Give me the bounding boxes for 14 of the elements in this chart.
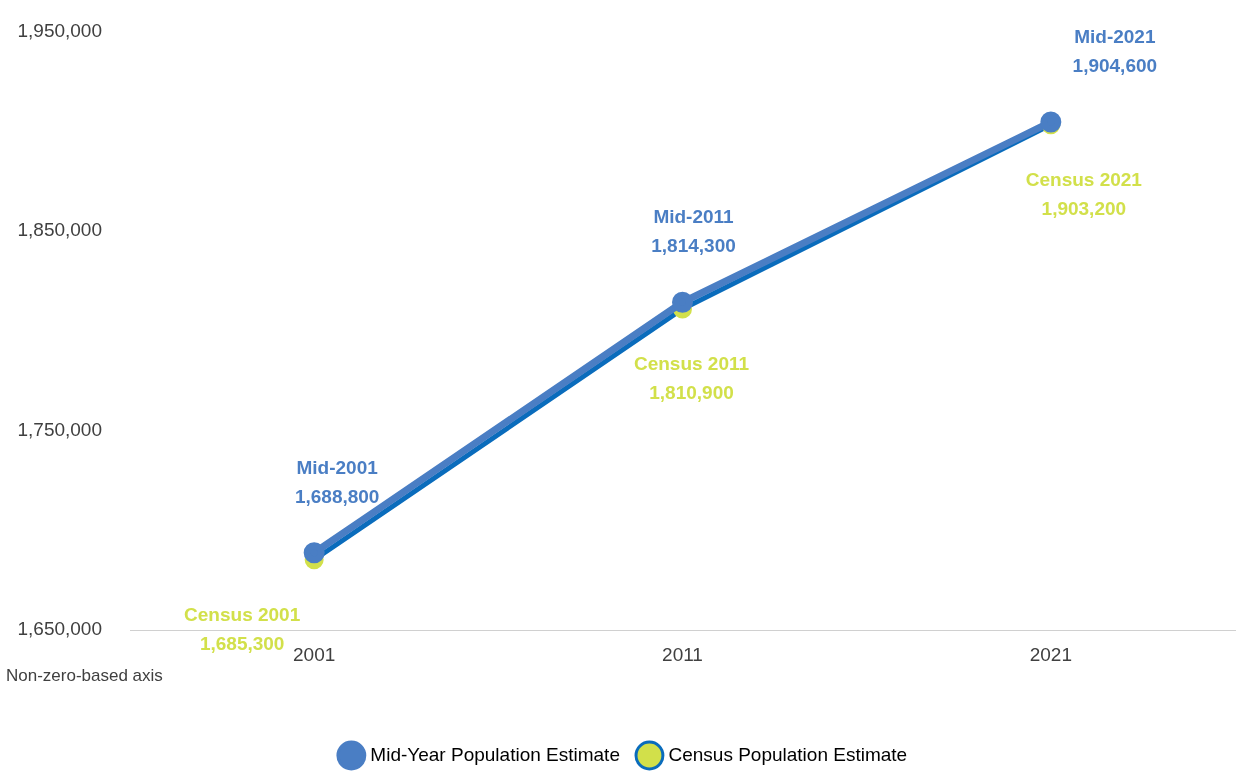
y-tick-label: 1,750,000 [17,418,102,440]
data-label: Mid-2001 1,688,800 [294,456,380,507]
legend-label: Mid-Year Population Estimate [370,743,620,765]
x-tick-label: 2021 [1029,643,1072,665]
text: Non-zero-based axis [6,666,163,686]
legend-label: Census Population Estimate [668,743,908,765]
data-label: Census 2021 1,903,200 [1025,169,1143,220]
data-label: Census 2011 1,810,900 [633,353,750,404]
x-tick-label: 2011 [662,643,703,665]
y-tick-label: 1,850,000 [17,219,102,241]
y-tick-label: 1,650,000 [17,618,102,640]
y-tick-label: 1,950,000 [17,19,102,41]
data-label: Mid-2021 1,904,600 [1072,26,1158,77]
data-label: Mid-2011 1,814,300 [651,206,736,257]
